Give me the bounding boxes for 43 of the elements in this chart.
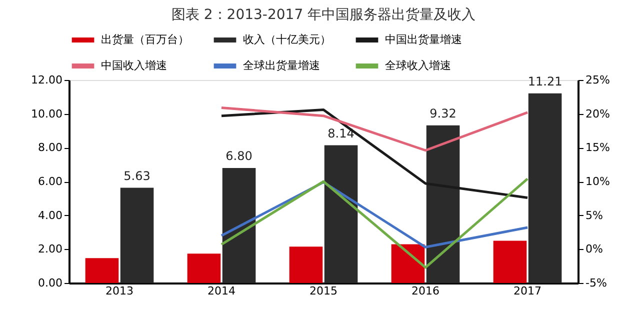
bar — [324, 145, 358, 283]
y2-tick-label: 0% — [586, 242, 603, 256]
bar — [528, 93, 562, 283]
y-tick-label: 12.00 — [31, 74, 62, 86]
line-series — [220, 108, 529, 199]
y2-tick-label: 5% — [586, 208, 603, 222]
y2-tick-label: 25% — [586, 74, 610, 86]
line-series — [220, 178, 529, 269]
bar — [120, 188, 154, 283]
y2-tick-label: -5% — [586, 276, 607, 290]
data-label: 11.21 — [528, 74, 562, 88]
y-tick-label: 10.00 — [31, 107, 62, 120]
bar — [289, 246, 323, 283]
data-label: 5.63 — [124, 168, 150, 183]
x-tick-label: 2017 — [514, 284, 542, 298]
bar — [391, 244, 425, 283]
bar — [222, 168, 256, 283]
chart-title: 图表 2：2013-2017 年中国服务器出货量及收入 — [171, 7, 476, 23]
legend-label: 全球收入增速 — [385, 59, 451, 72]
x-tick-label: 2015 — [310, 284, 338, 298]
bar — [187, 254, 221, 283]
legend-label: 中国出货量增速 — [385, 33, 462, 46]
line-series — [220, 106, 529, 152]
legend-label: 收入（十亿美元） — [243, 33, 331, 46]
y-tick-label: 2.00 — [38, 242, 62, 256]
bar — [85, 258, 119, 283]
y-tick-label: 0.00 — [38, 276, 62, 290]
legend-label: 全球出货量增速 — [243, 59, 320, 72]
x-tick-label: 2013 — [105, 284, 134, 298]
bar — [493, 240, 527, 283]
y2-tick-label: 10% — [586, 175, 610, 188]
legend-label: 中国收入增速 — [101, 59, 167, 72]
x-tick-label: 2016 — [412, 284, 440, 298]
data-label: 6.80 — [226, 148, 252, 163]
bar — [426, 125, 460, 283]
x-tick-label: 2014 — [207, 284, 236, 298]
legend-label: 出货量（百万台） — [101, 33, 189, 46]
data-label: 9.32 — [430, 106, 456, 120]
y-tick-label: 6.00 — [38, 175, 62, 188]
y2-tick-label: 15% — [586, 141, 610, 154]
y-tick-label: 8.00 — [38, 141, 62, 154]
y2-tick-label: 20% — [586, 107, 610, 120]
y-tick-label: 4.00 — [38, 208, 62, 222]
